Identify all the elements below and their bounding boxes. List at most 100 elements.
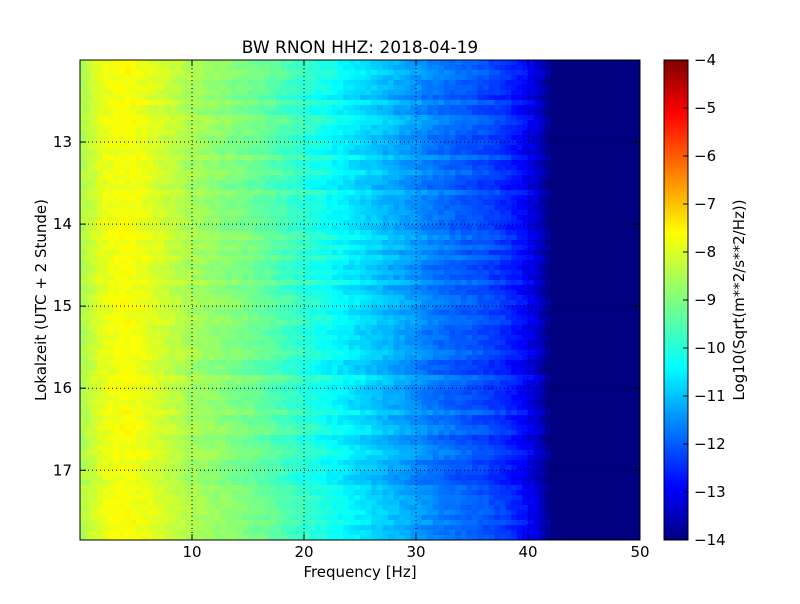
heatmap-cell (91, 240, 98, 246)
heatmap-cell (477, 140, 484, 146)
heatmap-cell (444, 75, 451, 81)
heatmap-cell (617, 165, 624, 171)
heatmap-cell (158, 200, 165, 206)
heatmap-cell (584, 130, 591, 136)
heatmap-cell (309, 215, 316, 221)
heatmap-cell (410, 270, 417, 276)
heatmap-cell (404, 240, 411, 246)
heatmap-cell (634, 175, 640, 181)
heatmap-cell (528, 105, 535, 111)
heatmap-cell (203, 130, 210, 136)
heatmap-cell (505, 100, 512, 106)
heatmap-cell (298, 250, 305, 256)
heatmap-cell (516, 70, 523, 76)
heatmap-cell (612, 245, 619, 251)
chart-title: BW RNON HHZ: 2018-04-19 (242, 38, 478, 58)
heatmap-cell (108, 270, 115, 276)
heatmap-cell (197, 225, 204, 231)
heatmap-cell (449, 260, 456, 266)
heatmap-cell (309, 220, 316, 226)
heatmap-cell (315, 100, 322, 106)
heatmap-cell (432, 190, 439, 196)
heatmap-cell (214, 210, 221, 216)
heatmap-cell (180, 240, 187, 246)
heatmap-cell (539, 65, 546, 71)
heatmap-cell (556, 255, 563, 261)
heatmap-cell (533, 215, 540, 221)
heatmap-cell (108, 290, 115, 296)
heatmap-cell (186, 185, 193, 191)
heatmap-cell (208, 180, 215, 186)
heatmap-cell (192, 60, 199, 66)
heatmap-cell (343, 155, 350, 161)
heatmap-cell (550, 235, 557, 241)
heatmap-cell (449, 235, 456, 241)
heatmap-cell (572, 140, 579, 146)
heatmap-cell (460, 105, 467, 111)
heatmap-cell (449, 290, 456, 296)
heatmap-cell (444, 105, 451, 111)
heatmap-cell (472, 110, 479, 116)
heatmap-cell (309, 195, 316, 201)
heatmap-cell (483, 90, 490, 96)
heatmap-cell (315, 260, 322, 266)
heatmap-cell (600, 265, 607, 271)
heatmap-cell (119, 300, 126, 306)
heatmap-cell (332, 90, 339, 96)
heatmap-cell (96, 70, 103, 76)
heatmap-cell (404, 65, 411, 71)
heatmap-cell (208, 80, 215, 86)
heatmap-cell (427, 150, 434, 156)
heatmap-cell (236, 235, 243, 241)
heatmap-cell (516, 75, 523, 81)
heatmap-cell (544, 230, 551, 236)
heatmap-cell (113, 190, 120, 196)
heatmap-cell (444, 230, 451, 236)
heatmap-cell (208, 130, 215, 136)
heatmap-cell (152, 155, 159, 161)
heatmap-cell (449, 210, 456, 216)
heatmap-cell (281, 300, 288, 306)
heatmap-cell (483, 270, 490, 276)
heatmap-cell (556, 290, 563, 296)
heatmap-cell (315, 110, 322, 116)
heatmap-cell (438, 70, 445, 76)
heatmap-cell (287, 125, 294, 131)
heatmap-cell (533, 265, 540, 271)
heatmap-cell (309, 110, 316, 116)
heatmap-cell (438, 160, 445, 166)
heatmap-cell (130, 180, 137, 186)
heatmap-cell (197, 110, 204, 116)
heatmap-cell (600, 250, 607, 256)
heatmap-cell (85, 290, 92, 296)
heatmap-cell (253, 205, 260, 211)
heatmap-cell (567, 85, 574, 91)
heatmap-cell (578, 300, 585, 306)
heatmap-cell (292, 130, 299, 136)
heatmap-cell (102, 255, 109, 261)
heatmap-cell (96, 220, 103, 226)
heatmap-cell (337, 155, 344, 161)
heatmap-cell (315, 90, 322, 96)
heatmap-cell (259, 285, 266, 291)
heatmap-cell (169, 180, 176, 186)
heatmap-cell (466, 145, 473, 151)
heatmap-cell (348, 175, 355, 181)
heatmap-cell (164, 275, 171, 281)
heatmap-cell (365, 80, 372, 86)
heatmap-cell (276, 305, 283, 311)
heatmap-cell (108, 85, 115, 91)
heatmap-cell (455, 185, 462, 191)
heatmap-cell (460, 115, 467, 121)
heatmap-cell (382, 250, 389, 256)
heatmap-cell (236, 125, 243, 131)
heatmap-cell (270, 165, 277, 171)
heatmap-cell (528, 135, 535, 141)
heatmap-cell (365, 305, 372, 311)
heatmap-cell (354, 250, 361, 256)
heatmap-cell (186, 120, 193, 126)
heatmap-cell (584, 115, 591, 121)
heatmap-cell (556, 225, 563, 231)
heatmap-cell (528, 215, 535, 221)
